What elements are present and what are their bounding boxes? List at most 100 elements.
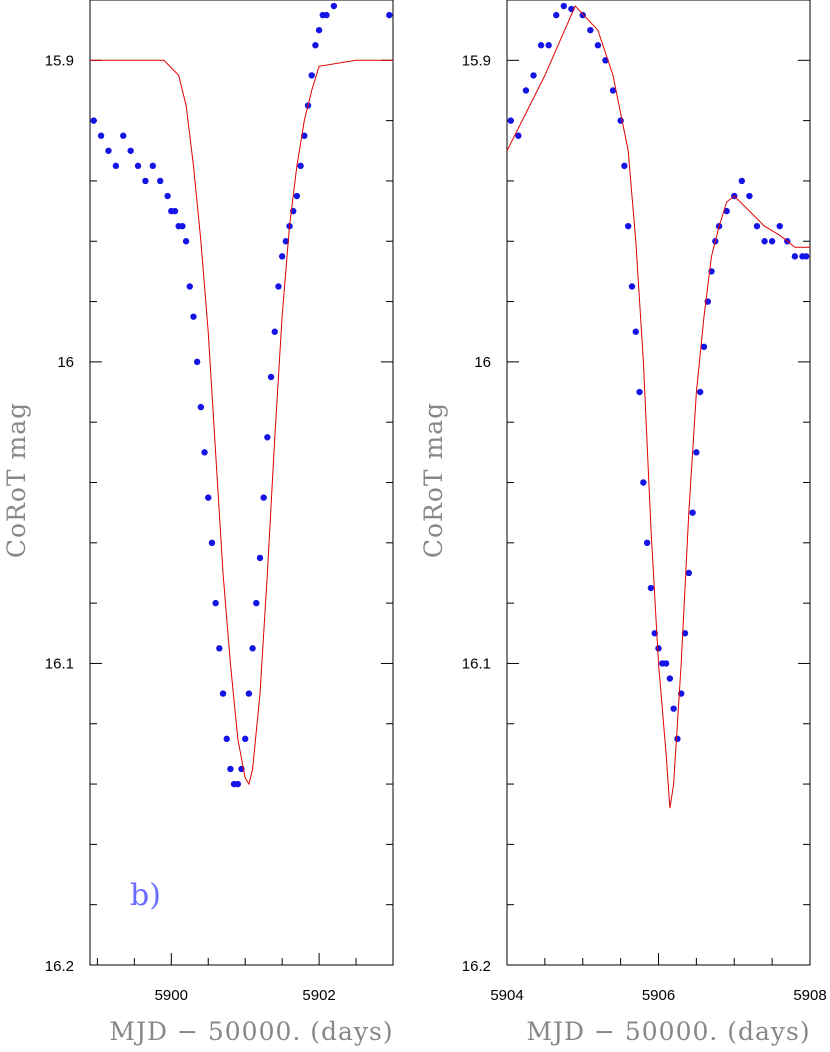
data-point [105, 147, 112, 154]
data-point [386, 11, 393, 19]
data-point [594, 42, 602, 49]
data-point [530, 72, 537, 79]
plot-area [507, 2, 810, 809]
x-axis-title: MJD − 50000. (days) [526, 1017, 810, 1046]
data-point [157, 177, 164, 185]
x-tick-label: 5906 [642, 987, 675, 1004]
data-point [171, 207, 179, 215]
data-point [803, 253, 810, 260]
data-point [685, 569, 692, 577]
data-point [761, 238, 768, 245]
y-tick-label: 15.9 [462, 52, 491, 69]
data-point [149, 162, 157, 170]
data-point [197, 403, 205, 411]
data-point [253, 599, 260, 607]
data-point [227, 765, 234, 773]
plot-frame [89, 0, 394, 966]
x-axis-title: MJD − 50000. (days) [109, 1017, 393, 1046]
data-point [308, 72, 315, 79]
data-point [640, 479, 647, 486]
data-point [164, 192, 171, 200]
data-point [112, 162, 120, 170]
data-point [636, 388, 643, 396]
data-point [776, 222, 783, 230]
data-point [208, 539, 216, 547]
data-point [515, 132, 522, 139]
data-point [212, 599, 219, 607]
data-point [297, 162, 304, 170]
data-point [700, 343, 708, 350]
data-point [791, 253, 799, 260]
data-point [625, 222, 632, 230]
data-point [545, 42, 552, 49]
data-point [662, 660, 670, 667]
data-point [186, 283, 193, 290]
data-point [666, 675, 674, 682]
data-point [179, 222, 186, 230]
data-point [193, 358, 201, 366]
data-point [689, 509, 696, 516]
data-point [182, 238, 190, 245]
data-point [553, 11, 560, 19]
data-point [643, 539, 651, 547]
data-point [249, 645, 256, 652]
data-point [120, 132, 127, 139]
y-tick-label: 16.1 [462, 655, 491, 672]
panel-left: 15.9 16 16.1 16.2 5900 5902 MJD − 50000. (days… [2, 0, 394, 1046]
plot-frame [506, 0, 811, 966]
data-point [97, 132, 105, 139]
data-point [674, 735, 681, 743]
data-point [723, 207, 730, 215]
data-point [260, 494, 267, 501]
data-point [768, 238, 776, 245]
plot-area [90, 2, 393, 788]
data-point [655, 645, 662, 652]
data-point [628, 283, 636, 290]
data-point [275, 283, 282, 290]
x-tick-label: 5908 [793, 987, 826, 1004]
data-point [738, 177, 746, 185]
data-point [201, 449, 208, 456]
data-point [315, 26, 323, 34]
panel-right: 15.9 16 16.1 16.2 5904 5906 5908 MJD − 50000. (… [419, 0, 827, 1046]
data-point [632, 328, 639, 335]
data-point [90, 117, 97, 124]
data-point [134, 162, 142, 170]
data-point [190, 313, 197, 320]
model-curve [90, 59, 393, 786]
data-point [219, 690, 227, 697]
data-point [142, 177, 149, 185]
y-tick-label: 16 [57, 354, 74, 371]
data-point [579, 11, 586, 19]
data-point [507, 117, 514, 124]
data-point [241, 735, 249, 743]
data-point [293, 192, 301, 200]
y-tick-label: 16.1 [45, 655, 74, 672]
data-point [693, 449, 700, 456]
data-point [753, 222, 761, 230]
model-curve [507, 5, 810, 809]
panel-annotation: b) [130, 878, 161, 913]
data-point [647, 584, 655, 592]
data-point [696, 388, 704, 396]
data-point [282, 238, 290, 245]
data-point [587, 26, 594, 34]
data-point [216, 645, 223, 652]
data-point [278, 253, 286, 260]
data-point [301, 132, 308, 139]
y-tick-label: 16.2 [462, 958, 491, 975]
y-tick-label: 15.9 [45, 52, 74, 69]
data-point [522, 87, 530, 94]
data-point [267, 373, 275, 381]
data-point [681, 630, 689, 637]
data-point [256, 554, 264, 562]
data-point [127, 147, 134, 154]
data-point [560, 2, 568, 10]
data-point [234, 780, 242, 788]
data-point [271, 328, 278, 335]
x-tick-label: 5904 [490, 987, 523, 1004]
x-tick-label: 5900 [155, 987, 188, 1004]
data-point [205, 494, 212, 501]
data-point [312, 42, 319, 49]
data-point [245, 690, 253, 697]
